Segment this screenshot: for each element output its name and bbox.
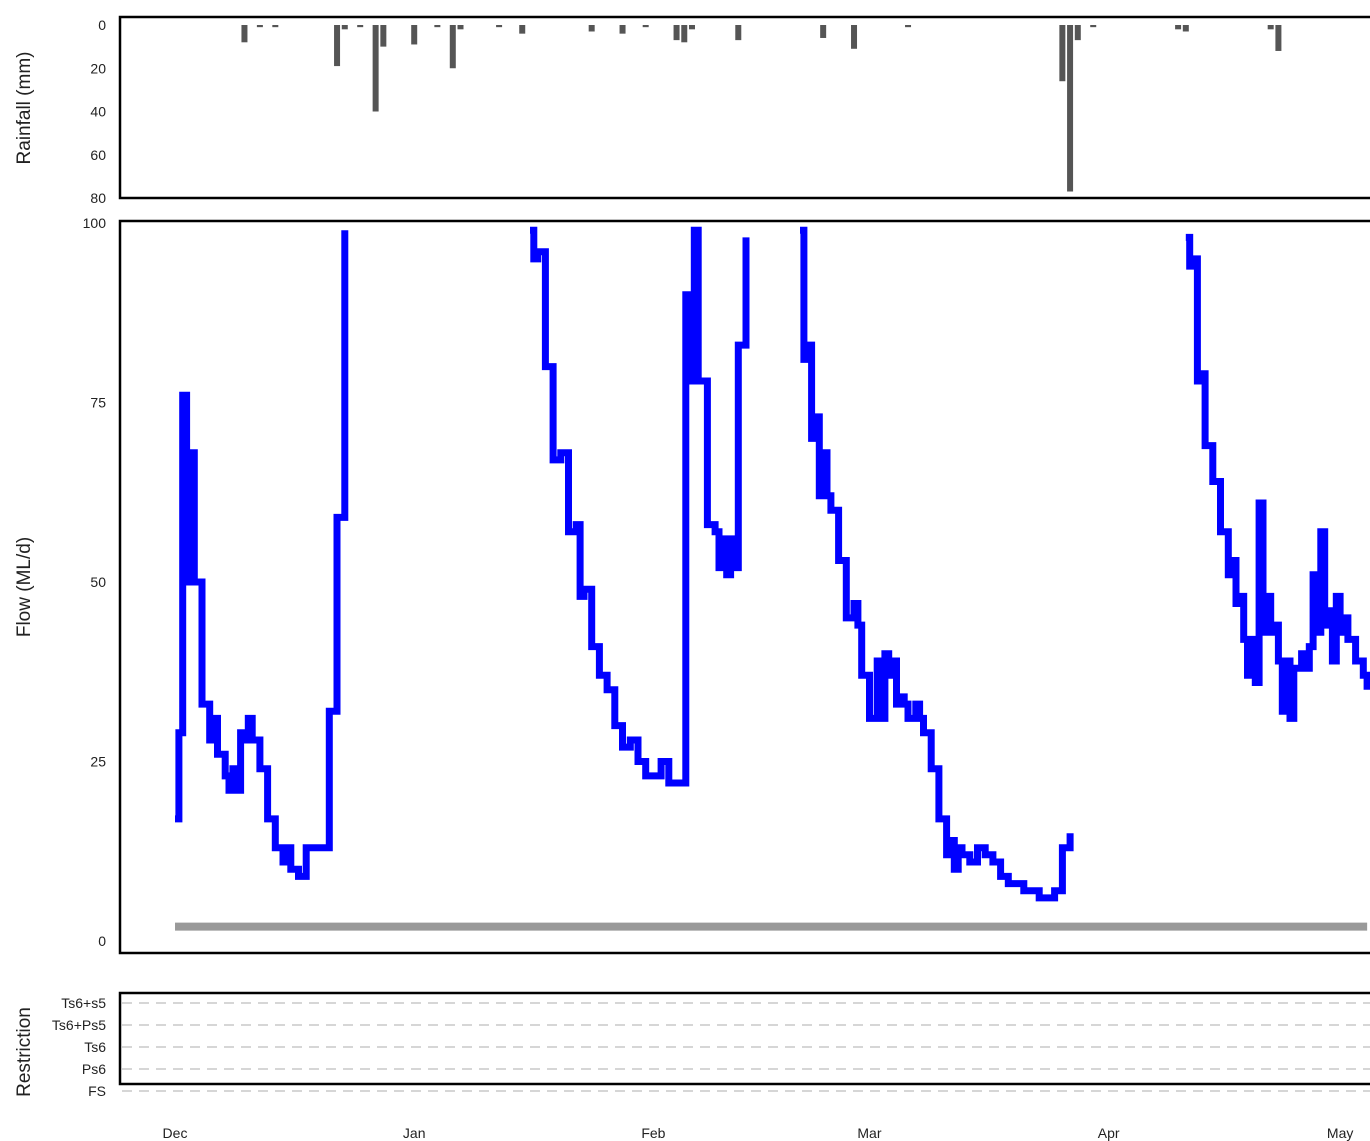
restriction-level-label: Ts6+Ps5 xyxy=(52,1017,106,1033)
rainfall-bar xyxy=(357,25,364,28)
flow-y-ticks: 0 25 50 75 100 xyxy=(83,215,107,949)
rainfall-bar xyxy=(334,25,341,67)
flow-line-segment xyxy=(800,226,1074,902)
rainfall-y-tick-label: 80 xyxy=(90,190,106,206)
rainfall-bar xyxy=(519,25,526,34)
rainfall-bar xyxy=(642,25,649,28)
rainfall-y-tick-label: 20 xyxy=(90,60,106,76)
flow-y-axis-label: Flow (ML/d) xyxy=(14,537,35,637)
rainfall-panel: 0 20 40 60 80 Rainfall (mm) xyxy=(14,15,1370,206)
rainfall-bar xyxy=(619,25,626,34)
rainfall-bar xyxy=(673,25,680,41)
x-axis-ticks: Dec Jan Feb Mar Apr May xyxy=(163,1125,1354,1141)
flow-y-tick-label: 25 xyxy=(90,754,106,770)
rainfall-bar xyxy=(851,25,858,49)
rainfall-bar xyxy=(272,25,279,28)
rainfall-bar xyxy=(820,25,827,38)
flow-panel-frame xyxy=(118,219,1370,955)
rainfall-bar xyxy=(1059,25,1066,82)
flow-series xyxy=(175,226,1370,902)
rainfall-bar xyxy=(1267,25,1274,30)
rainfall-bar xyxy=(688,25,695,30)
rainfall-y-ticks: 0 20 40 60 80 xyxy=(90,17,106,206)
restriction-level-label: Ts6 xyxy=(84,1039,106,1055)
flow-line-segment xyxy=(1185,233,1370,722)
rainfall-y-tick-label: 60 xyxy=(90,147,106,163)
x-tick-label: May xyxy=(1327,1125,1353,1141)
x-tick-label: Mar xyxy=(857,1125,881,1141)
rainfall-y-axis-label: Rainfall (mm) xyxy=(14,52,35,165)
flow-line-segment xyxy=(530,226,750,787)
rainfall-bar xyxy=(905,25,912,28)
x-tick-label: Jan xyxy=(403,1125,426,1141)
rainfall-bar xyxy=(434,25,441,28)
x-tick-label: Dec xyxy=(163,1125,188,1141)
rainfall-bar xyxy=(735,25,742,41)
rainfall-bar xyxy=(457,25,464,30)
flow-y-tick-label: 50 xyxy=(90,574,106,590)
rainfall-bar xyxy=(372,25,379,112)
x-tick-label: Feb xyxy=(641,1125,665,1141)
rainfall-bar xyxy=(1275,25,1282,51)
rainfall-bar xyxy=(341,25,348,30)
rainfall-bar xyxy=(411,25,418,45)
rainfall-bar xyxy=(496,25,503,28)
rainfall-bar xyxy=(1090,25,1097,28)
rainfall-bar xyxy=(681,25,688,43)
rainfall-bar xyxy=(256,25,263,28)
restriction-level-label: Ts6+s5 xyxy=(61,995,106,1011)
flow-y-tick-label: 100 xyxy=(83,215,107,231)
rainfall-y-tick-label: 0 xyxy=(98,17,106,33)
restriction-levels: Ts6+s5 Ts6+Ps5 Ts6 Ps6 FS xyxy=(52,995,1370,1099)
rainfall-bar xyxy=(449,25,456,69)
rainfall-bar xyxy=(1067,25,1074,192)
rainfall-bar xyxy=(588,25,595,32)
rainfall-bar xyxy=(241,25,248,43)
flow-panel: 0 25 50 75 100 Flow (ML/d) xyxy=(14,215,1370,955)
restriction-level-label: FS xyxy=(88,1083,106,1099)
rainfall-bar xyxy=(1182,25,1189,32)
rainfall-bar xyxy=(380,25,387,47)
rainfall-panel-frame xyxy=(118,15,1370,200)
rainfall-bar xyxy=(1175,25,1182,30)
flow-line-segment xyxy=(175,230,349,880)
restriction-y-axis-label: Restriction xyxy=(14,1007,35,1097)
x-tick-label: Apr xyxy=(1098,1125,1120,1141)
rainfall-y-tick-label: 40 xyxy=(90,104,106,120)
restriction-panel: Ts6+s5 Ts6+Ps5 Ts6 Ps6 FS Restriction xyxy=(14,991,1370,1099)
rainfall-bars xyxy=(241,25,1282,192)
rainfall-bar xyxy=(1074,25,1081,41)
flow-y-tick-label: 75 xyxy=(90,395,106,411)
flow-y-tick-label: 0 xyxy=(98,933,106,949)
restriction-level-label: Ps6 xyxy=(82,1061,106,1077)
restriction-panel-frame xyxy=(118,991,1370,1086)
